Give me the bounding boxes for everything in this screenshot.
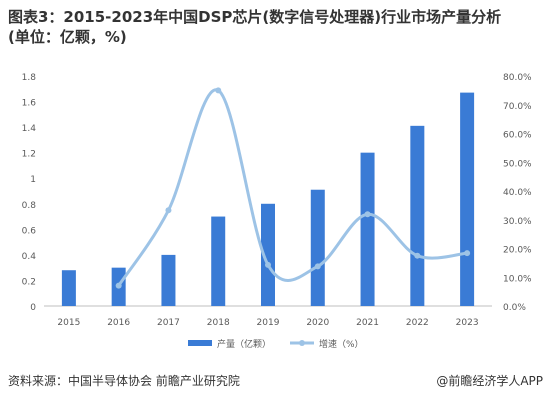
brand-credit: @前瞻经济学人APP <box>436 374 543 388</box>
y-left-tick-label: 1.4 <box>22 124 37 134</box>
x-tick-label: 2019 <box>257 318 280 328</box>
growth-point <box>464 250 471 257</box>
y-left-tick-label: 0.4 <box>22 252 37 262</box>
growth-point <box>314 263 321 270</box>
growth-point <box>364 211 371 218</box>
y-right-tick-label: 30.0% <box>503 217 532 227</box>
y-left-tick-label: 1.8 <box>22 73 37 83</box>
y-left-tick-label: 0.2 <box>22 277 36 287</box>
legend-bar-swatch <box>188 340 212 346</box>
x-tick-label: 2015 <box>57 318 80 328</box>
bar-2021 <box>360 152 375 306</box>
x-tick-label: 2016 <box>107 318 130 328</box>
bar-2019 <box>261 203 275 306</box>
x-tick-label: 2020 <box>306 318 329 328</box>
source-note: 资料来源：中国半导体协会 前瞻产业研究院 <box>8 374 240 388</box>
x-tick-label: 2018 <box>207 318 230 328</box>
x-tick-label: 2023 <box>456 318 479 328</box>
y-right-tick-label: 70.0% <box>503 102 532 112</box>
y-right-tick-label: 80.0% <box>503 73 532 83</box>
growth-point <box>215 87 222 94</box>
y-right-tick-label: 20.0% <box>503 246 532 256</box>
chart-title-line-2: (单位：亿颗，%) <box>8 28 127 46</box>
legend-bar-label: 产量（亿颗） <box>217 338 271 350</box>
y-right-tick-label: 10.0% <box>503 274 532 284</box>
growth-point <box>115 282 122 289</box>
legend-line-label: 增速（%） <box>319 338 364 350</box>
y-left-tick-label: 1 <box>30 175 36 185</box>
y-left-tick-label: 1.6 <box>22 99 37 109</box>
y-left-tick-label: 0.6 <box>22 226 37 236</box>
y-right-tick-label: 50.0% <box>503 159 532 169</box>
bar-2022 <box>410 125 425 306</box>
bar-2017 <box>161 254 176 306</box>
y-right-tick-label: 60.0% <box>503 131 532 141</box>
legend-line-marker <box>299 340 305 346</box>
y-left-tick-label: 0 <box>30 303 36 313</box>
chart-title-line-1: 图表3：2015-2023年中国DSP芯片(数字信号处理器)行业市场产量分析 <box>8 8 502 26</box>
bar-2018 <box>211 216 226 306</box>
x-tick-label: 2022 <box>406 318 429 328</box>
y-left-tick-label: 0.8 <box>22 201 37 211</box>
growth-point <box>165 207 172 214</box>
bar-2020 <box>310 189 325 306</box>
growth-point <box>414 252 421 259</box>
x-tick-label: 2017 <box>157 318 180 328</box>
growth-point <box>265 261 271 268</box>
x-tick-label: 2021 <box>356 318 379 328</box>
y-right-tick-label: 40.0% <box>503 188 532 198</box>
y-right-tick-label: 0.0% <box>503 303 526 313</box>
y-left-tick-label: 1.2 <box>22 150 36 160</box>
bar-2015 <box>61 270 76 306</box>
chart-title: 图表3：2015-2023年中国DSP芯片(数字信号处理器)行业市场产量分析 (… <box>8 7 548 47</box>
bar-2023 <box>460 92 475 306</box>
